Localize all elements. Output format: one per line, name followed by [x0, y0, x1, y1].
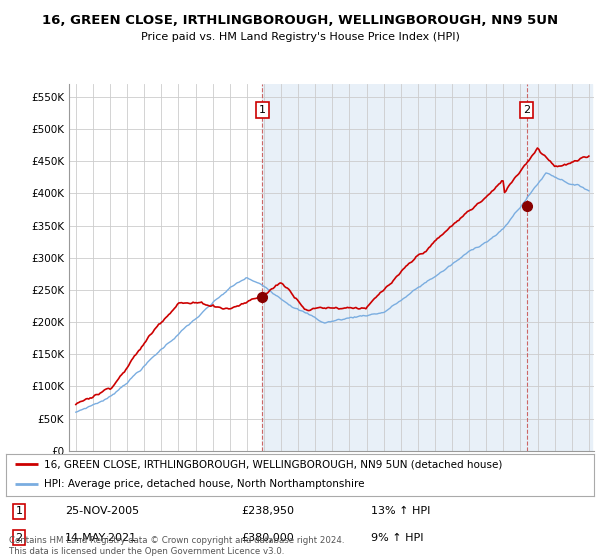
- Text: £380,000: £380,000: [241, 533, 294, 543]
- Text: £238,950: £238,950: [241, 506, 294, 516]
- Bar: [262, 84, 592, 451]
- Text: HPI: Average price, detached house, North Northamptonshire: HPI: Average price, detached house, Nort…: [44, 479, 365, 489]
- Text: 2: 2: [16, 533, 22, 543]
- Text: 16, GREEN CLOSE, IRTHLINGBOROUGH, WELLINGBOROUGH, NN9 5UN (detached house): 16, GREEN CLOSE, IRTHLINGBOROUGH, WELLIN…: [44, 459, 503, 469]
- Text: Contains HM Land Registry data © Crown copyright and database right 2024.
This d: Contains HM Land Registry data © Crown c…: [9, 536, 344, 556]
- Text: Price paid vs. HM Land Registry's House Price Index (HPI): Price paid vs. HM Land Registry's House …: [140, 32, 460, 42]
- Text: 13% ↑ HPI: 13% ↑ HPI: [371, 506, 430, 516]
- Text: 1: 1: [16, 506, 22, 516]
- Text: 9% ↑ HPI: 9% ↑ HPI: [371, 533, 423, 543]
- Text: 2: 2: [523, 105, 530, 115]
- Text: 14-MAY-2021: 14-MAY-2021: [65, 533, 137, 543]
- Text: 1: 1: [259, 105, 266, 115]
- Text: 16, GREEN CLOSE, IRTHLINGBOROUGH, WELLINGBOROUGH, NN9 5UN: 16, GREEN CLOSE, IRTHLINGBOROUGH, WELLIN…: [42, 14, 558, 27]
- Text: 25-NOV-2005: 25-NOV-2005: [65, 506, 139, 516]
